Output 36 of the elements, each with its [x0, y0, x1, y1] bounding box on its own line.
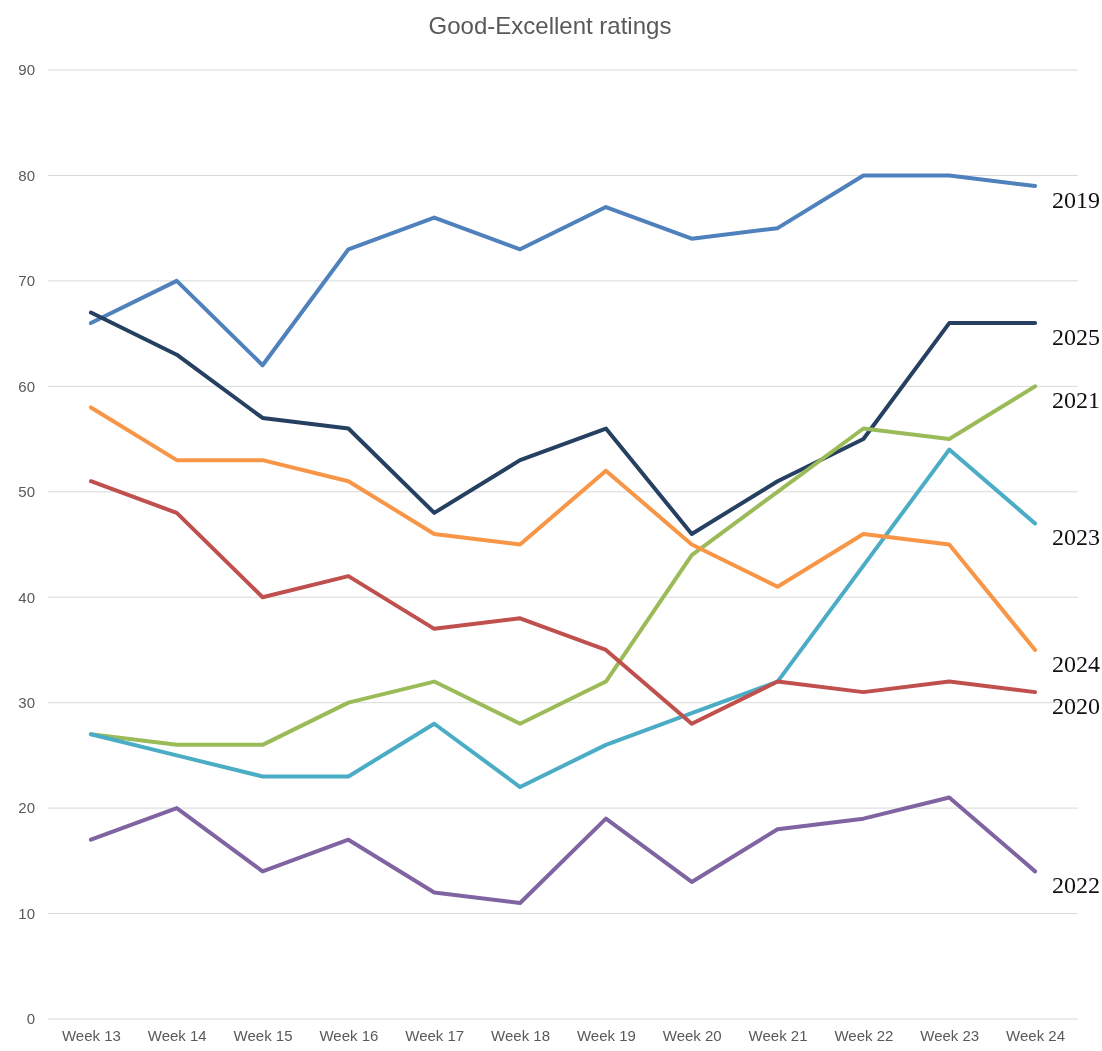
- series-label: 2020: [1052, 693, 1100, 720]
- line-series: [88, 310, 1038, 536]
- x-tick-label: Week 24: [1006, 1026, 1066, 1044]
- y-tick-label: 40: [18, 588, 35, 606]
- x-tick-label: Week 21: [748, 1026, 808, 1044]
- x-tick-label: Week 19: [576, 1026, 636, 1044]
- line-series: [88, 447, 1038, 790]
- series-label: 2021: [1052, 387, 1100, 414]
- series-label: 2019: [1052, 186, 1100, 213]
- chart-title: Good-Excellent ratings: [428, 12, 672, 39]
- y-tick-label: 90: [18, 61, 35, 79]
- x-tick-label: Week 22: [834, 1026, 894, 1044]
- y-tick-label: 60: [18, 377, 35, 395]
- x-tick-label: Week 20: [662, 1026, 722, 1044]
- x-tick-label: Week 14: [147, 1026, 207, 1044]
- x-tick-label: Week 17: [405, 1026, 465, 1044]
- x-tick-label: Week 13: [61, 1026, 121, 1044]
- y-tick-label: 80: [18, 166, 35, 184]
- y-tick-label: 10: [18, 904, 35, 922]
- series-label: 2022: [1052, 872, 1100, 899]
- series-label: 2024: [1052, 650, 1100, 677]
- x-tick-label: Week 16: [319, 1026, 379, 1044]
- x-tick-label: Week 18: [491, 1026, 551, 1044]
- line-series: [88, 405, 1038, 652]
- y-tick-label: 0: [26, 1010, 35, 1028]
- x-tick-label: Week 15: [233, 1026, 293, 1044]
- y-tick-label: 20: [18, 799, 35, 817]
- y-tick-label: 50: [18, 483, 35, 501]
- x-tick-label: Week 23: [920, 1026, 980, 1044]
- y-tick-label: 70: [18, 272, 35, 290]
- y-tick-label: 30: [18, 693, 35, 711]
- line-series: [88, 795, 1038, 906]
- series-label: 2025: [1052, 324, 1100, 351]
- line-series: [88, 479, 1038, 726]
- line-series: [88, 173, 1038, 368]
- series-label: 2023: [1052, 524, 1100, 551]
